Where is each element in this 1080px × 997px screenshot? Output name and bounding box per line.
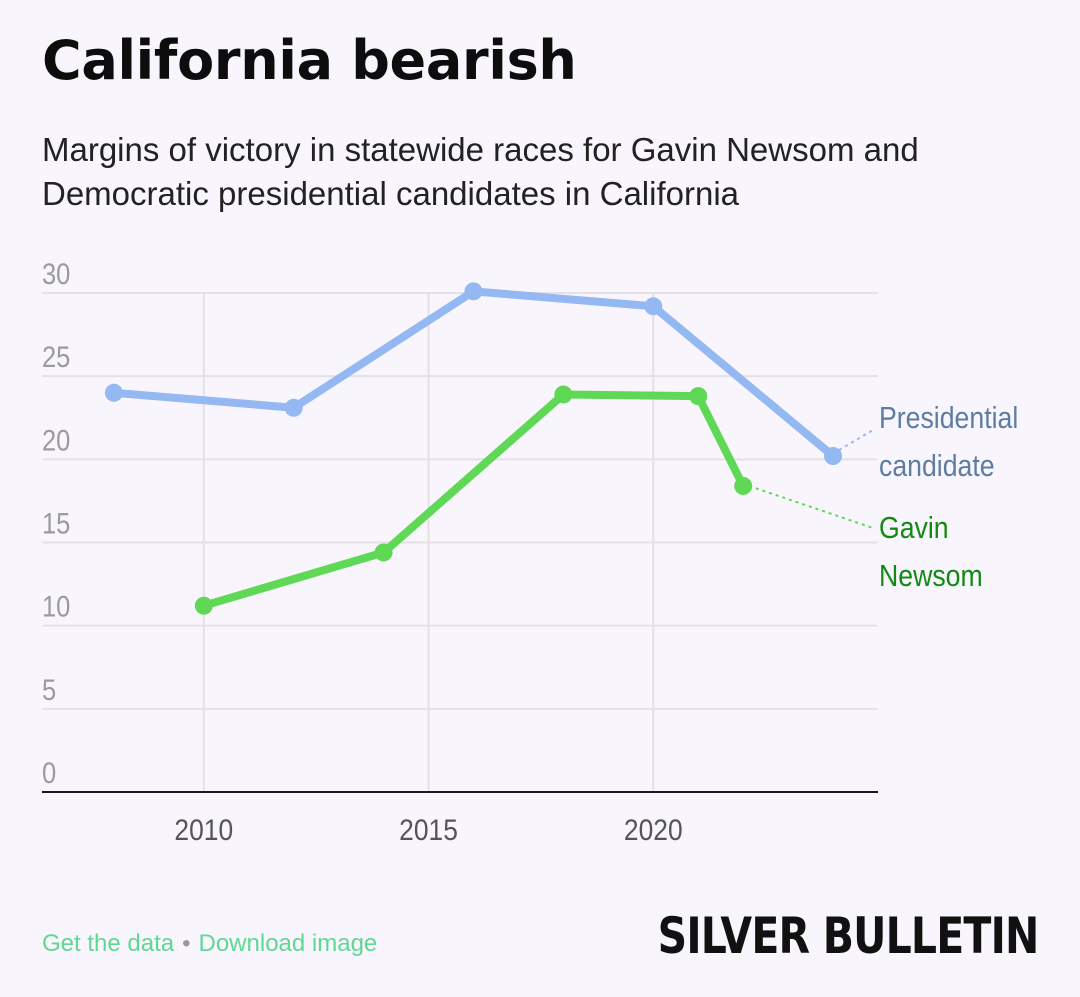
series-label-leader-newsom (748, 484, 874, 529)
silver-bulletin-logo: SILVER BULLETIN (657, 907, 1039, 965)
chart-subtitle: Margins of victory in statewide races fo… (42, 131, 919, 212)
get-data-link[interactable]: Get the data (42, 930, 175, 957)
data-point-presidential-2024 (824, 447, 843, 466)
series-labels: Presidential candidate Gavin Newsom (748, 401, 1018, 594)
x-tick-label-2010: 2010 (174, 812, 233, 846)
data-point-presidential-2008 (104, 383, 123, 402)
series-line-presidential (109, 287, 838, 461)
series-label-presidential-line-2: candidate (879, 449, 995, 483)
series-points (104, 282, 843, 615)
y-tick-label-20: 20 (42, 423, 70, 456)
series-line-newsom (199, 390, 748, 610)
y-tick-label-0: 0 (42, 756, 56, 789)
x-tick-label-2020: 2020 (624, 812, 683, 846)
data-point-presidential-2020 (644, 297, 663, 316)
series-lines (109, 287, 838, 610)
chart-title: California bearish (42, 29, 577, 92)
data-point-newsom-2014 (374, 543, 393, 562)
y-tick-label-10: 10 (42, 590, 70, 623)
line-chart: 0 5 10 15 20 25 30 2010 2015 2020 Presidential ca… (42, 257, 1018, 846)
y-tick-label-30: 30 (42, 257, 70, 290)
x-axis-tick-labels: 2010 2015 2020 (174, 812, 682, 846)
footer-links: Get the data • Download image (42, 930, 377, 958)
series-label-presidential-line-1: Presidential (879, 401, 1018, 435)
y-axis-tick-labels: 0 5 10 15 20 25 30 (42, 257, 70, 789)
y-tick-label-5: 5 (42, 673, 56, 706)
x-tick-label-2015: 2015 (399, 812, 458, 846)
y-tick-label-25: 25 (42, 340, 70, 373)
data-point-newsom-2018 (554, 385, 573, 404)
series-label-leader-presidential (838, 429, 874, 451)
series-label-newsom-line-1: Gavin (879, 511, 949, 545)
data-point-presidential-2016 (464, 282, 483, 301)
data-point-newsom-2010 (194, 596, 213, 615)
y-tick-label-15: 15 (42, 507, 70, 540)
data-point-newsom-2021 (689, 387, 708, 406)
data-point-presidential-2012 (284, 398, 303, 417)
series-label-newsom-line-2: Newsom (879, 559, 983, 593)
horizontal-gridlines (42, 292, 878, 710)
footer-separator: • (182, 930, 191, 957)
data-point-newsom-2022 (734, 476, 753, 495)
download-image-link[interactable]: Download image (198, 930, 378, 957)
